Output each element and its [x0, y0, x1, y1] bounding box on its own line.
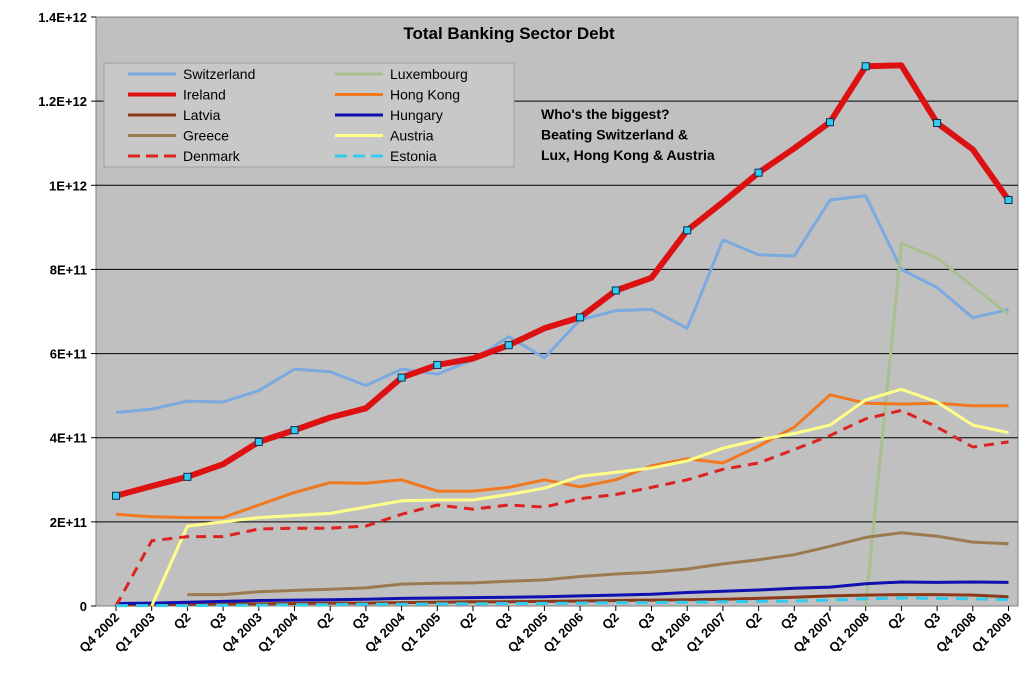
series-line-denmark — [114, 408, 1009, 607]
x-tick-label: Q3 — [349, 610, 372, 633]
data-point-ireland — [183, 472, 192, 481]
series-line-ireland — [115, 62, 1011, 499]
y-tick-label: 1E+12 — [49, 178, 87, 193]
series-line-austria — [150, 387, 1009, 607]
legend-label-estonia: Estonia — [390, 148, 437, 164]
x-tick-label: Q1 2008 — [826, 610, 872, 656]
data-point-ireland — [112, 491, 120, 500]
x-tick-label: Q2 — [885, 610, 908, 633]
annotation: Who's the biggest? Beating Switzerland & L… — [541, 106, 715, 163]
y-tick-label: 0 — [80, 599, 87, 614]
data-point-ireland — [1004, 196, 1013, 205]
series-group — [112, 62, 1013, 608]
gridlines — [96, 100, 1018, 523]
y-tick-label: 6E+11 — [50, 347, 87, 362]
legend-label-latvia: Latvia — [183, 107, 221, 123]
series-line-switzerland — [115, 194, 1009, 414]
x-tick-label: Q3 — [778, 610, 801, 633]
legend-label-hong-kong: Hong Kong — [390, 87, 460, 103]
legend-label-ireland: Ireland — [183, 87, 226, 103]
legend-label-hungary: Hungary — [390, 107, 443, 123]
y-tick-label: 8E+11 — [50, 262, 87, 277]
y-tick-label: 4E+11 — [50, 431, 87, 446]
legend-label-switzerland: Switzerland — [183, 66, 255, 82]
x-tick-label: Q3 — [920, 610, 943, 633]
x-tick-label: Q1 2004 — [255, 609, 301, 655]
annotation-line: Beating Switzerland & — [541, 127, 688, 143]
series-line-hungary — [115, 580, 1009, 605]
data-point-ireland — [754, 168, 763, 177]
x-tick-label: Q2 — [171, 610, 194, 633]
data-point-ireland — [433, 360, 442, 369]
data-point-ireland — [683, 226, 692, 235]
data-point-ireland — [826, 118, 834, 127]
series-line-estonia — [116, 596, 1009, 608]
x-tick-label: Q2 — [456, 610, 479, 633]
annotation-line: Who's the biggest? — [541, 106, 670, 122]
legend: Switzerland Luxembourg Ireland Hong Kong Lat… — [103, 62, 515, 168]
data-point-ireland — [397, 373, 406, 382]
data-point-ireland — [861, 62, 870, 71]
data-point-ireland — [290, 426, 299, 435]
legend-label-denmark: Denmark — [183, 148, 241, 164]
x-tick-label: Q3 — [206, 610, 229, 633]
legend-label-austria: Austria — [390, 128, 434, 144]
legend-label-luxembourg: Luxembourg — [390, 66, 468, 82]
y-tick-label: 1.2E+12 — [38, 94, 87, 109]
annotation-line: Lux, Hong Kong & Austria — [541, 147, 715, 163]
x-tick-label: Q1 2003 — [112, 610, 158, 656]
x-tick-label: Q1 2009 — [969, 610, 1015, 656]
data-point-ireland — [933, 119, 942, 128]
series-line-greece — [187, 531, 1009, 597]
chart-title: Total Banking Sector Debt — [403, 24, 615, 43]
data-point-ireland — [254, 437, 263, 446]
legend-label-greece: Greece — [183, 128, 229, 144]
x-tick-label: Q2 — [599, 610, 622, 633]
x-tick-label: Q2 — [742, 610, 765, 633]
x-tick-label: Q3 — [635, 610, 658, 633]
y-tick-label: 1.4E+12 — [38, 10, 87, 25]
x-tick-label: Q1 2006 — [540, 610, 586, 656]
data-point-ireland — [576, 313, 585, 322]
x-tick-label: Q2 — [313, 610, 336, 633]
y-tick-label: 2E+11 — [50, 515, 87, 530]
data-point-ireland — [611, 286, 620, 295]
data-point-ireland — [504, 341, 513, 350]
y-axis: 0 2E+11 4E+11 6E+11 8E+11 1E+12 1.2E+12 1.4E+12 — [38, 10, 96, 614]
x-tick-label: Q3 — [492, 610, 515, 633]
series-line-luxembourg — [864, 241, 1010, 607]
x-tick-label: Q1 2005 — [398, 610, 444, 656]
x-tick-label: Q1 2007 — [683, 610, 729, 656]
